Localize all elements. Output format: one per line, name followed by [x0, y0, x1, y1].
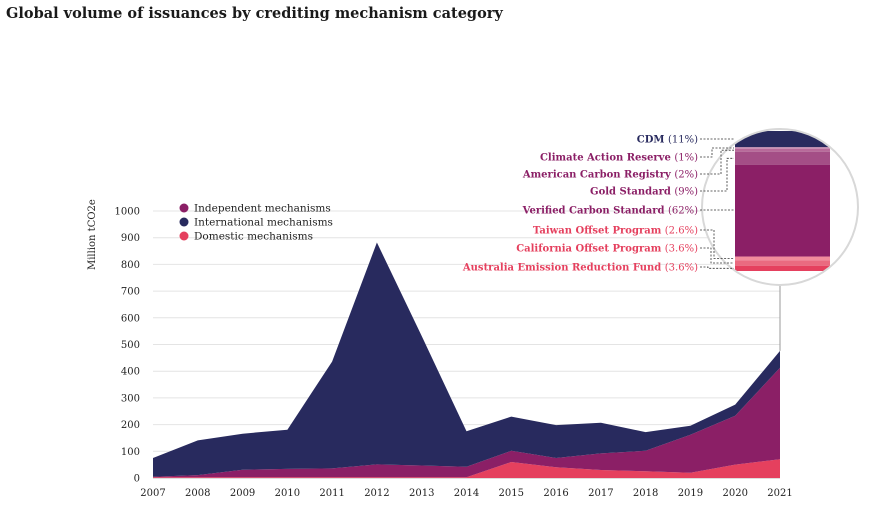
breakdown-label: Gold Standard (9%)	[590, 187, 698, 198]
x-tick-label: 2018	[633, 488, 658, 499]
breakdown-segment	[735, 147, 830, 149]
breakdown-segment	[735, 265, 830, 271]
breakdown-label: Australia Emission Reduction Fund (3.6%)	[462, 263, 698, 274]
leader-line	[700, 147, 734, 158]
y-tick-label: 200	[121, 420, 140, 431]
area-independent	[153, 367, 780, 478]
legend-label: Domestic mechanisms	[194, 231, 313, 243]
x-tick-label: 2016	[543, 488, 568, 499]
leader-line	[700, 157, 734, 192]
breakdown-segment	[735, 260, 830, 266]
y-tick-label: 500	[121, 340, 140, 351]
y-tick-label: 300	[121, 393, 140, 404]
y-tick-label: 100	[121, 447, 140, 458]
y-tick-label: 700	[121, 287, 140, 298]
area-domestic	[153, 459, 780, 478]
y-tick-label: 400	[121, 367, 140, 378]
y-tick-label: 1000	[115, 207, 140, 218]
legend-marker	[179, 217, 189, 227]
breakdown-segment	[735, 164, 830, 257]
y-tick-label: 800	[121, 260, 140, 271]
x-tick-label: 2012	[364, 488, 389, 499]
chart-title: Global volume of issuances by crediting …	[6, 5, 503, 22]
breakdown-segment	[735, 151, 830, 165]
legend-label: Independent mechanisms	[194, 203, 331, 215]
x-tick-label: 2007	[140, 488, 165, 499]
breakdown-label: Verified Carbon Standard (62%)	[522, 206, 698, 217]
zoom-stack	[735, 131, 830, 271]
legend-marker	[179, 231, 189, 241]
x-axis-ticks: 2007 2008 2009 2010 2011 2012 2013 2014 2015 2016…	[140, 488, 792, 499]
x-tick-label: 2011	[319, 488, 344, 499]
breakdown-label: Taiwan Offset Program (2.6%)	[533, 226, 698, 237]
area-series	[153, 242, 780, 478]
x-tick-label: 2013	[409, 488, 434, 499]
x-tick-label: 2015	[499, 488, 524, 499]
x-tick-label: 2014	[454, 488, 479, 499]
leader-line	[700, 149, 734, 175]
y-axis-ticks: 0 100 200 300 400 500 600 700 800 900 1000	[115, 207, 140, 485]
x-tick-label: 2010	[275, 488, 300, 499]
x-tick-label: 2017	[588, 488, 613, 499]
y-tick-label: 600	[121, 313, 140, 324]
breakdown-label: CDM (11%)	[637, 135, 698, 146]
breakdown-labels: CDM (11%) Climate Action Reserve (1%) Amer…	[462, 135, 734, 274]
breakdown-label: Climate Action Reserve (1%)	[540, 153, 698, 164]
breakdown-segment	[735, 148, 830, 152]
x-tick-label: 2009	[230, 488, 255, 499]
x-tick-label: 2020	[722, 488, 747, 499]
breakdown-label: American Carbon Registry (2%)	[522, 170, 698, 181]
zoom-circle-outline	[701, 128, 859, 286]
x-tick-label: 2019	[678, 488, 703, 499]
breakdown-label: California Offset Program (3.6%)	[516, 244, 698, 255]
y-tick-label: 900	[121, 233, 140, 244]
x-tick-label: 2008	[185, 488, 210, 499]
x-tick-label: 2021	[767, 488, 792, 499]
legend-marker	[179, 203, 189, 213]
y-axis-label: Million tCO2e	[87, 199, 98, 270]
leader-line	[700, 229, 734, 259]
area-international	[153, 242, 780, 477]
leader-line	[700, 247, 734, 264]
legend: Independent mechanisms International mech…	[179, 203, 333, 243]
leader-line	[700, 266, 734, 269]
legend-label: International mechanisms	[194, 217, 333, 229]
breakdown-segment	[735, 131, 830, 148]
zoom-callout	[701, 128, 859, 351]
y-tick-label: 0	[134, 474, 140, 485]
breakdown-segment	[735, 256, 830, 261]
